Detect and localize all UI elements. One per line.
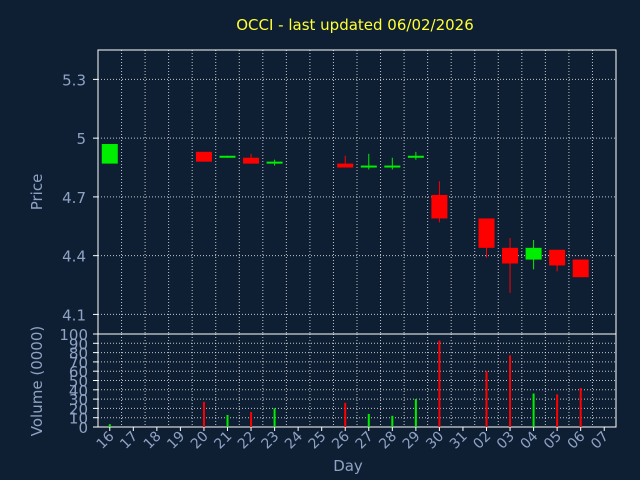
candle-body (525, 247, 542, 260)
volume-bar (485, 371, 488, 427)
volume-grid (98, 334, 616, 427)
volume-bar (556, 394, 559, 427)
volume-bar (391, 415, 394, 427)
volume-bar (250, 412, 253, 427)
volume-tick-label: 60 (69, 363, 88, 381)
volume-tick-label: 80 (69, 345, 88, 363)
candle-body (384, 165, 401, 168)
volume-tick-label: 70 (69, 354, 88, 372)
x-axis-label: Day (333, 457, 363, 475)
volume-bar (509, 355, 512, 427)
volume-bar (273, 408, 276, 427)
volume-tick-label: 30 (69, 391, 88, 409)
price-tick-label: 4.7 (62, 189, 86, 207)
candle-body (101, 144, 118, 164)
candle-body (478, 218, 495, 248)
volume-bar (226, 414, 229, 427)
volume-tick-label: 40 (69, 382, 88, 400)
volume-bar (414, 399, 417, 427)
volume-bar (367, 413, 370, 427)
candle-body (337, 163, 354, 168)
candle-body (195, 151, 212, 162)
price-panel: 5.3 5 4.7 4.4 4.1 Price (28, 49, 617, 335)
chart-title: OCCI - last updated 06/02/2026 (236, 16, 474, 34)
price-y-ticks: 5.3 5 4.7 4.4 4.1 (62, 71, 98, 324)
volume-bar (108, 424, 111, 427)
candle-body (360, 165, 377, 168)
volume-bars (108, 340, 582, 427)
price-tick-label: 5.3 (62, 71, 86, 89)
volume-bar (438, 340, 441, 427)
candle-body (431, 194, 448, 219)
candle-body (549, 249, 566, 266)
candle-body (572, 259, 589, 278)
price-tick-label: 4.1 (62, 306, 86, 324)
volume-axis-label: Volume (0000) (28, 326, 46, 436)
volume-tick-label: 10 (69, 410, 88, 428)
candle-body (407, 155, 424, 158)
volume-tick-label: 0 (78, 419, 88, 437)
volume-bar (344, 402, 347, 427)
price-grid (98, 50, 616, 334)
candle-body (243, 157, 260, 164)
volume-tick-label: 100 (59, 326, 88, 344)
candle-body (266, 161, 283, 164)
volume-tick-label: 90 (69, 335, 88, 353)
price-axis-label: Price (28, 174, 46, 211)
price-candles (101, 144, 589, 293)
price-tick-label: 4.4 (62, 248, 86, 266)
volume-bar (532, 393, 535, 427)
price-tick-label: 5 (76, 130, 86, 148)
volume-tick-label: 50 (69, 373, 88, 391)
volume-bar (202, 401, 205, 427)
volume-tick-label: 20 (69, 400, 88, 418)
volume-bar (579, 387, 582, 427)
candle-body (502, 247, 519, 264)
candle-body (219, 155, 236, 158)
